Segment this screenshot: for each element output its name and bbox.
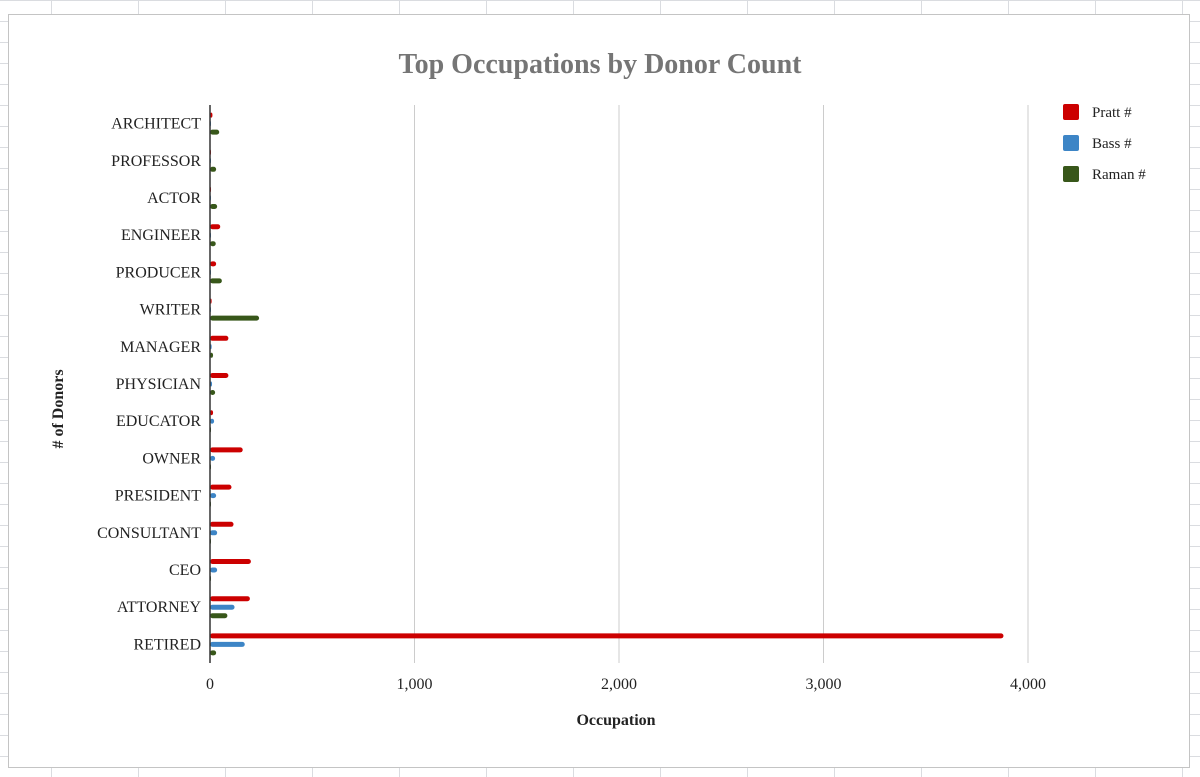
legend-label[interactable]: Pratt #	[1092, 105, 1132, 121]
bar	[210, 335, 229, 341]
category-label: CONSULTANT	[97, 525, 201, 542]
chart-title: Top Occupations by Donor Count	[398, 49, 802, 80]
category-label: OWNER	[142, 450, 201, 467]
bar	[210, 521, 234, 527]
bar	[210, 596, 250, 602]
bar	[210, 559, 251, 564]
category-label: MANAGER	[120, 339, 201, 356]
x-tick-label: 1,000	[397, 676, 433, 693]
category-label: ENGINEER	[121, 227, 201, 244]
bar	[210, 166, 217, 172]
category-label: EDUCATOR	[116, 413, 201, 430]
bar	[210, 530, 218, 536]
bar	[210, 613, 228, 619]
bar	[210, 410, 214, 416]
category-label: PHYSICIAN	[116, 376, 202, 393]
bar	[210, 261, 217, 267]
x-tick-label: 3,000	[806, 676, 842, 693]
bar	[210, 241, 216, 247]
bar	[210, 204, 218, 209]
x-axis-title: Occupation	[576, 712, 655, 729]
x-tick-label: 0	[206, 676, 214, 693]
bar	[210, 129, 220, 135]
category-label: ATTORNEY	[117, 599, 202, 616]
legend-swatch[interactable]	[1063, 166, 1079, 182]
y-axis-title: # of Donors	[50, 369, 67, 448]
bars	[210, 112, 1004, 656]
legend-swatch[interactable]	[1063, 135, 1079, 151]
axes: 0 1,000 2,000 3,000 4,000 ARCHITECT PROFESSOR A…	[97, 105, 1046, 693]
bar	[210, 493, 217, 499]
bar	[210, 567, 218, 573]
category-label: WRITER	[140, 302, 202, 319]
legend-swatch[interactable]	[1063, 104, 1079, 120]
bar	[210, 352, 214, 358]
legend-label[interactable]: Raman #	[1092, 167, 1146, 183]
category-label: ARCHITECT	[111, 116, 201, 133]
bar	[210, 455, 216, 461]
bar	[210, 390, 216, 395]
legend[interactable]: Pratt # Bass # Raman #	[1063, 104, 1146, 183]
category-label: CEO	[169, 562, 201, 579]
bar	[210, 447, 243, 453]
bar	[210, 278, 222, 284]
gridlines	[414, 105, 1029, 663]
bar	[210, 418, 215, 424]
category-label: PRESIDENT	[115, 488, 201, 505]
bar	[210, 315, 260, 321]
bar	[210, 373, 229, 378]
bar	[210, 633, 1004, 639]
category-label: ACTOR	[147, 190, 201, 207]
category-label: RETIRED	[133, 636, 201, 653]
bar-chart: 0 1,000 2,000 3,000 4,000 ARCHITECT PROFESSOR A…	[50, 49, 1146, 729]
bar	[210, 484, 232, 490]
chart-frame[interactable]: 0 1,000 2,000 3,000 4,000 ARCHITECT PROFESSOR A…	[8, 14, 1190, 768]
x-tick-label: 4,000	[1010, 676, 1046, 693]
category-label: PRODUCER	[116, 264, 202, 281]
bar	[210, 650, 217, 656]
bar	[210, 224, 221, 230]
bar	[210, 604, 235, 610]
bar	[210, 641, 245, 647]
legend-label[interactable]: Bass #	[1092, 136, 1132, 152]
x-tick-label: 2,000	[601, 676, 637, 693]
category-label: PROFESSOR	[111, 153, 201, 170]
